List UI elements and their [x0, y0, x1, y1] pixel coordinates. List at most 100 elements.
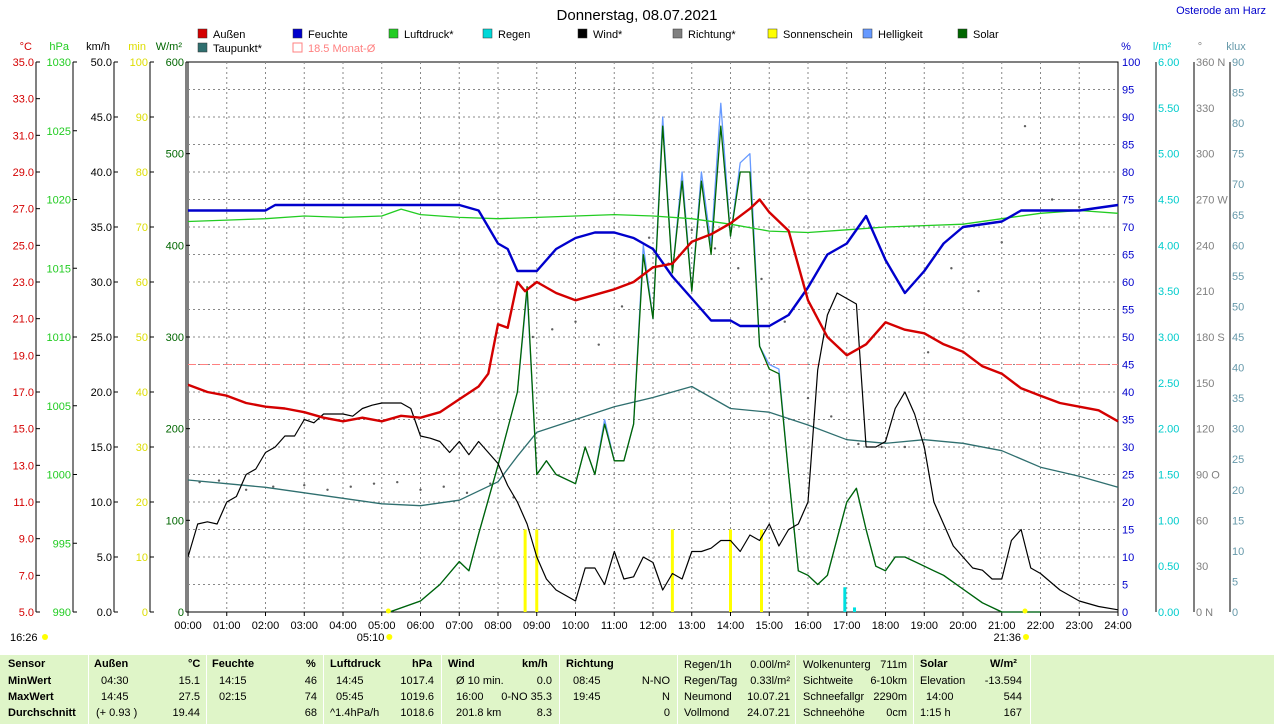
- sensor-header: Sensor: [8, 658, 46, 670]
- solar-header: Solar: [920, 658, 948, 670]
- sichtweite-value: 6-10km: [870, 675, 907, 687]
- y-tick-label-humidity: 70: [1122, 222, 1134, 234]
- regen-1h-label: Regen/1h: [684, 659, 732, 671]
- solar-duration: 1:15 h: [920, 707, 951, 719]
- axis-unit-rain: l/m²: [1153, 41, 1172, 53]
- y-tick-label-humidity: 10: [1122, 552, 1134, 564]
- direction-point: [783, 320, 786, 323]
- direction-point: [1050, 198, 1054, 201]
- y-tick-label-wind: 0.0: [97, 607, 112, 619]
- x-tick-label: 23:00: [1065, 620, 1093, 632]
- aussen-min-value: 15.1: [178, 675, 200, 687]
- y-tick-label-klux: 40: [1232, 363, 1244, 375]
- series-line-feuchte: [188, 203, 1119, 328]
- y-tick-label-klux: 80: [1232, 118, 1244, 130]
- y-tick-label-humidity: 100: [1122, 57, 1140, 69]
- y-tick-label-humidity: 85: [1122, 140, 1134, 152]
- direction-point: [217, 479, 221, 482]
- legend-label: Sonnenschein: [783, 29, 853, 41]
- wind-avg10-value: 0.0: [536, 675, 552, 687]
- legend-label: 18.5 Monat-Ø: [308, 43, 376, 55]
- direction-point: [1023, 124, 1027, 128]
- y-tick-label-klux: 75: [1232, 149, 1244, 161]
- legend-swatch: [767, 28, 778, 39]
- y-tick-label-humidity: 60: [1122, 277, 1134, 289]
- direction-point: [419, 488, 422, 491]
- axis-unit-wind: km/h: [86, 41, 110, 53]
- axis-unit-pressure: hPa: [49, 41, 69, 53]
- x-tick-label: 21:00: [988, 620, 1016, 632]
- legend-label: Richtung*: [688, 29, 736, 41]
- y-tick-label-solar: 500: [166, 149, 184, 161]
- direction-point: [737, 267, 740, 270]
- direction-point: [647, 236, 651, 239]
- y-tick-label-wind: 45.0: [91, 112, 112, 124]
- direction-point: [830, 415, 833, 418]
- x-tick-label: 13:00: [678, 620, 706, 632]
- y-tick-label-klux: 20: [1232, 485, 1244, 497]
- statistics-footer: Sensor MinWert MaxWert Durchschnitt Auße…: [0, 655, 1274, 724]
- legend-swatch: [197, 42, 208, 53]
- weather-chart: 00:00 01:00 02:00 03:00 04:00 05:00 06:00 07:00…: [10, 7, 1246, 644]
- legend-label: Helligkeit: [878, 29, 923, 41]
- wind-avg-value: 8.3: [536, 707, 552, 719]
- y-tick-label-temp: 17.0: [13, 387, 34, 399]
- elevation-value: -13.594: [984, 675, 1022, 687]
- y-tick-label-klux: 25: [1232, 454, 1244, 466]
- legend-swatch: [672, 28, 683, 39]
- direction-point: [880, 445, 883, 449]
- regen-tag-value: 0.33l/m²: [750, 675, 790, 687]
- solar-avg-value: 167: [1003, 707, 1022, 719]
- y-tick-label-wind: 40.0: [91, 167, 112, 179]
- luftdruck-header: Luftdruck: [330, 658, 381, 670]
- richtung-max-time: 19:45: [573, 691, 601, 703]
- y-tick-label-solar: 200: [166, 424, 184, 436]
- footer-divider: [677, 655, 678, 724]
- feuchte-unit: %: [306, 658, 316, 670]
- direction-point: [620, 305, 624, 308]
- sun-icon: [42, 634, 48, 640]
- y-tick-label-solar: 300: [166, 332, 184, 344]
- y-tick-label-humidity: 15: [1122, 525, 1134, 537]
- x-tick-label: 07:00: [445, 620, 473, 632]
- x-tick-label: 03:00: [290, 620, 318, 632]
- direction-point: [349, 485, 352, 488]
- direction-point: [950, 267, 953, 270]
- legend-label: Luftdruck*: [404, 29, 454, 41]
- y-tick-label-wind: 35.0: [91, 222, 112, 234]
- y-tick-label-temp: 35.0: [13, 57, 34, 69]
- y-tick-label-direction: 210: [1196, 286, 1214, 298]
- y-tick-label-klux: 10: [1232, 546, 1244, 558]
- wind-max-value: 0-NO 35.3: [501, 691, 552, 703]
- y-tick-label-temp: 7.0: [19, 570, 34, 582]
- row-label-min: MinWert: [8, 675, 52, 687]
- x-tick-label: 16:00: [794, 620, 822, 632]
- y-tick-label-wind: 5.0: [97, 552, 112, 564]
- x-tick-label: 12:00: [639, 620, 667, 632]
- footer-divider: [323, 655, 324, 724]
- legend-label: Taupunkt*: [213, 43, 263, 55]
- direction-point: [442, 485, 445, 488]
- aussen-unit: °C: [188, 658, 201, 670]
- y-tick-label-klux: 55: [1232, 271, 1244, 283]
- y-tick-label-rain: 1.50: [1158, 470, 1179, 482]
- feuchte-min-value: 46: [304, 675, 317, 687]
- y-tick-label-sun_min: 100: [130, 57, 148, 69]
- footer-divider: [441, 655, 442, 724]
- direction-point: [857, 442, 860, 446]
- direction-point: [977, 289, 980, 293]
- series-line-auen: [187, 198, 1119, 423]
- axis-unit-sun_min: min: [128, 41, 146, 53]
- y-tick-label-direction: 90 O: [1196, 470, 1220, 482]
- axis-unit-klux: klux: [1226, 41, 1246, 53]
- y-tick-label-direction: 360 N: [1196, 57, 1225, 69]
- y-tick-label-direction: 270 W: [1196, 195, 1228, 207]
- solar-max-time: 14:00: [926, 691, 954, 703]
- site-label[interactable]: Osterode am Harz: [1176, 5, 1266, 17]
- luftdruck-unit: hPa: [412, 658, 433, 670]
- legend-label: Feuchte: [308, 29, 348, 41]
- sunset-marker: [1022, 608, 1028, 614]
- footer-divider: [795, 655, 796, 724]
- y-tick-label-solar: 400: [166, 240, 184, 252]
- schneehoehe-value: 0cm: [886, 707, 907, 719]
